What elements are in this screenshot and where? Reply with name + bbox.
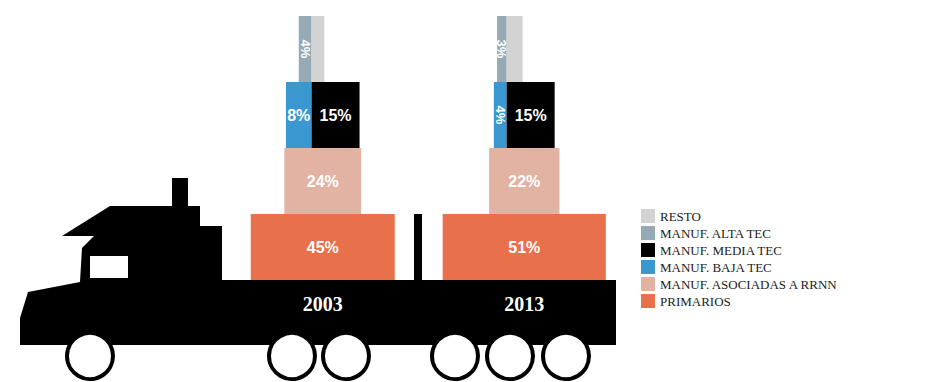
svg-text:22%: 22%	[508, 173, 540, 190]
svg-text:MANUF. MEDIA TEC: MANUF. MEDIA TEC	[660, 243, 782, 258]
svg-text:4%: 4%	[493, 106, 508, 125]
svg-text:15%: 15%	[320, 107, 352, 124]
svg-text:2013: 2013	[504, 293, 544, 315]
svg-text:MANUF. ALTA TEC: MANUF. ALTA TEC	[660, 226, 771, 241]
svg-text:24%: 24%	[307, 173, 339, 190]
svg-text:2003: 2003	[303, 293, 343, 315]
svg-text:MANUF. ASOCIADAS A RRNN: MANUF. ASOCIADAS A RRNN	[660, 277, 837, 292]
svg-text:8%: 8%	[287, 107, 310, 124]
svg-text:15%: 15%	[515, 107, 547, 124]
svg-text:51%: 51%	[508, 239, 540, 256]
svg-text:45%: 45%	[307, 239, 339, 256]
svg-text:MANUF. BAJA TEC: MANUF. BAJA TEC	[660, 260, 772, 275]
svg-text:3%: 3%	[494, 39, 510, 59]
svg-text:RESTO: RESTO	[660, 209, 701, 224]
svg-text:4%: 4%	[298, 40, 313, 59]
svg-text:PRIMARIOS: PRIMARIOS	[660, 294, 731, 309]
